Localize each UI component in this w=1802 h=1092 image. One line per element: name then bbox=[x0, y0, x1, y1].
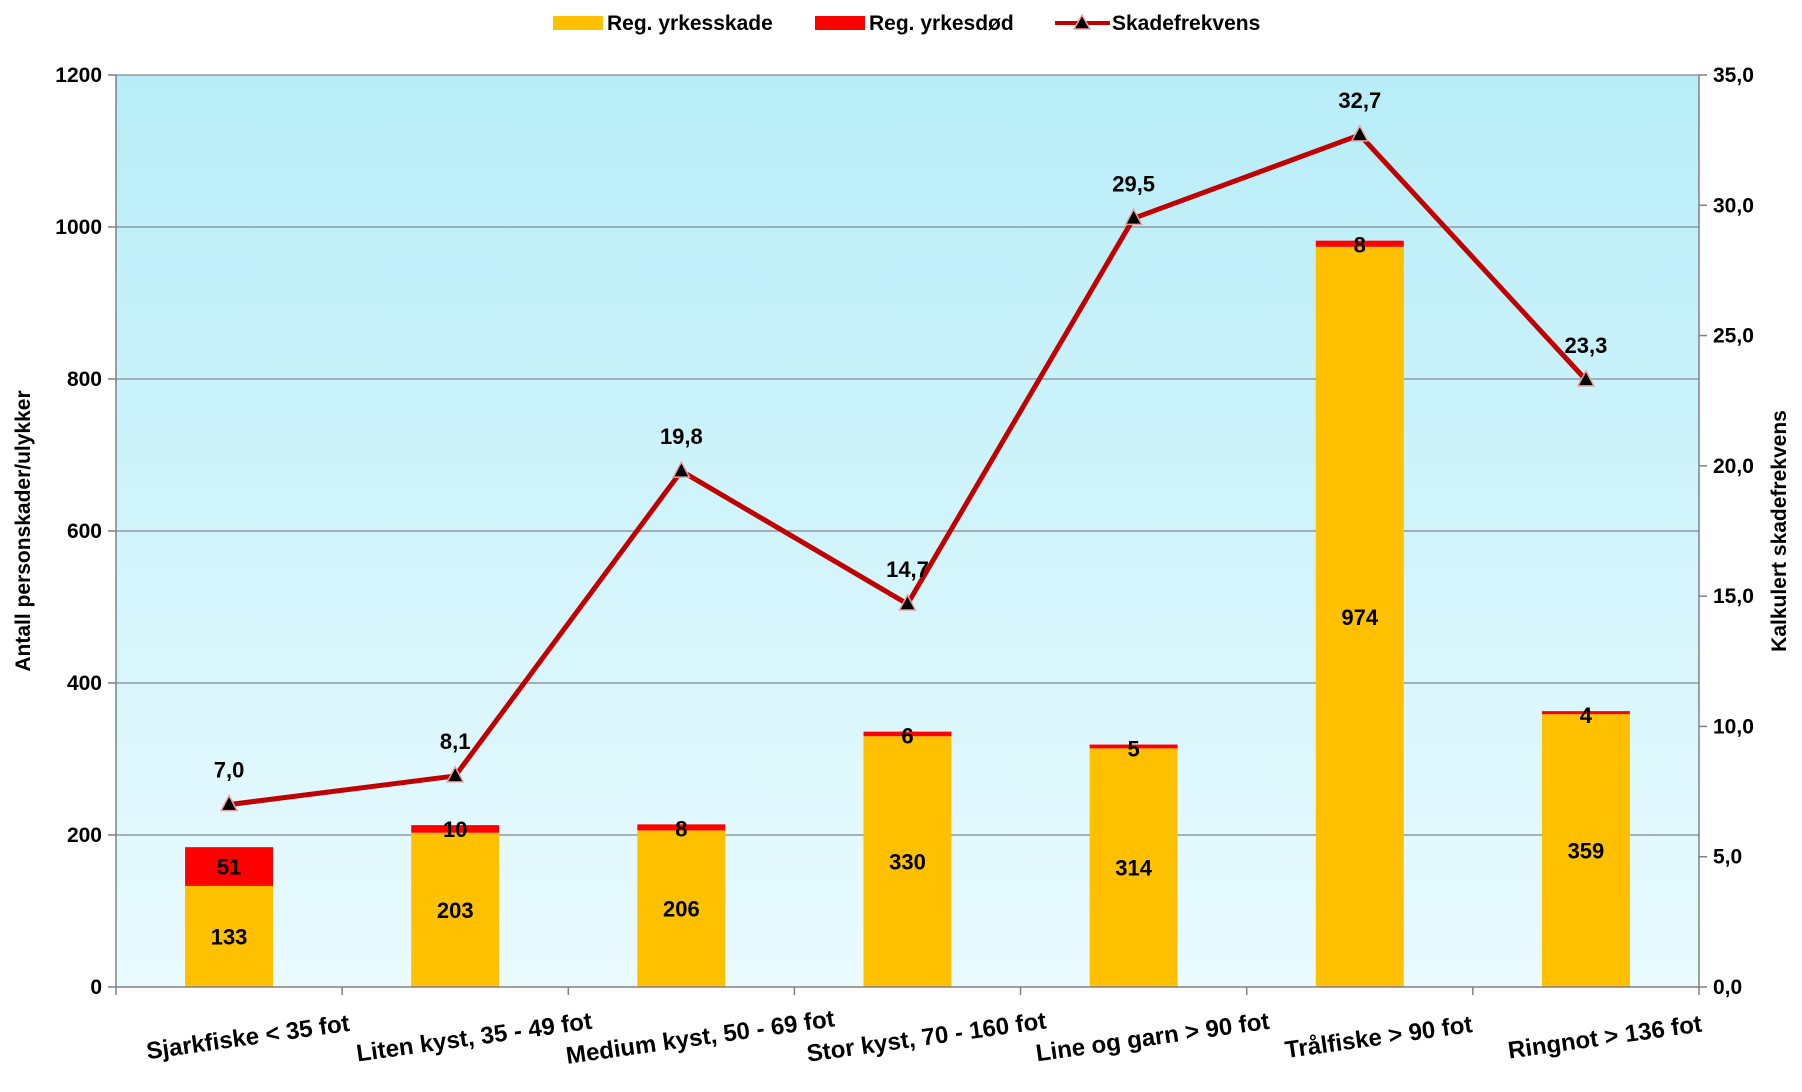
x-tick-label: Line og garn > 90 fot bbox=[1034, 1008, 1271, 1067]
bar-yrkesdod bbox=[637, 824, 726, 831]
y2-tick-label: 35,0 bbox=[1713, 64, 1754, 87]
y2-tick-label: 5,0 bbox=[1713, 846, 1742, 869]
y2-tick-label: 0,0 bbox=[1713, 976, 1742, 999]
marker-skadefrekvens bbox=[898, 593, 917, 611]
legend-label-yrkesskade: Reg. yrkesskade bbox=[607, 12, 773, 35]
legend-label-yrkesdod: Reg. yrkesdød bbox=[869, 12, 1014, 35]
y-tick-label: 0 bbox=[90, 976, 102, 999]
y-tick-label: 200 bbox=[67, 824, 102, 847]
data-label-yrkesskade: 133 bbox=[211, 924, 248, 949]
data-label-yrkesskade: 330 bbox=[889, 850, 926, 875]
legend: Reg. yrkesskade Reg. yrkesdød Skadefrekv… bbox=[553, 12, 1260, 35]
legend-label-skadefrekvens: Skadefrekvens bbox=[1112, 12, 1260, 35]
gridlines bbox=[116, 74, 1699, 836]
bar-yrkesskade bbox=[1541, 714, 1630, 987]
marker-skadefrekvens bbox=[1124, 207, 1143, 226]
y2-axis-title: Kalkulert skadefrekvens bbox=[1768, 410, 1791, 652]
bar-yrkesskade bbox=[637, 830, 726, 987]
bar-yrkesdod bbox=[1089, 744, 1178, 749]
y-tick-label: 1200 bbox=[55, 64, 102, 87]
bar-yrkesskade bbox=[1315, 246, 1404, 987]
legend-swatch-yrkesdod bbox=[815, 16, 865, 30]
x-tick-label: Liten kyst, 35 - 49 fot bbox=[355, 1008, 594, 1068]
data-label-yrkesdod: 10 bbox=[443, 817, 467, 842]
y2-tick-label: 20,0 bbox=[1713, 455, 1754, 478]
y-tick-label: 1000 bbox=[55, 216, 102, 239]
data-label-skadefrekvens: 29,5 bbox=[1112, 171, 1155, 196]
marker-skadefrekvens bbox=[1350, 124, 1370, 142]
axes bbox=[108, 74, 1707, 995]
data-label-yrkesskade: 203 bbox=[437, 898, 474, 923]
data-label-yrkesdod: 4 bbox=[1580, 703, 1593, 728]
data-label-skadefrekvens: 23,3 bbox=[1565, 333, 1608, 358]
data-label-skadefrekvens: 8,1 bbox=[440, 729, 471, 754]
bar-yrkesdod bbox=[1315, 240, 1404, 247]
data-label-skadefrekvens: 14,7 bbox=[886, 557, 929, 582]
bar-yrkesskade bbox=[863, 736, 952, 987]
data-label-yrkesskade: 314 bbox=[1115, 856, 1152, 881]
data-label-yrkesskade: 359 bbox=[1568, 839, 1605, 864]
legend-swatch-yrkesskade bbox=[553, 16, 603, 30]
line-series bbox=[219, 124, 1596, 812]
data-label-yrkesskade: 974 bbox=[1341, 605, 1378, 630]
y2-tick-label: 30,0 bbox=[1713, 194, 1754, 217]
y2-tick-label: 10,0 bbox=[1713, 715, 1754, 738]
data-label-skadefrekvens: 7,0 bbox=[214, 758, 245, 783]
data-label-skadefrekvens: 32,7 bbox=[1338, 88, 1381, 113]
bar-yrkesdod bbox=[185, 847, 274, 886]
data-label-yrkesdod: 8 bbox=[675, 816, 687, 841]
data-labels: 133 51 203 10 206 8 330 6 314 5 974 8 359 4 7,0 8,1 19,8… bbox=[211, 88, 1608, 950]
marker-skadefrekvens bbox=[1576, 369, 1596, 387]
x-tick-label: Ringnot > 136 fot bbox=[1506, 1011, 1703, 1065]
y-axis-title: Antall personskader/ulykker bbox=[12, 390, 35, 671]
data-label-skadefrekvens: 19,8 bbox=[660, 424, 703, 449]
y-tick-label: 400 bbox=[67, 672, 102, 695]
x-tick-label: Trålfiske > 90 fot bbox=[1283, 1011, 1474, 1064]
x-tick-label: Medium kyst, 50 - 69 fot bbox=[564, 1005, 836, 1069]
data-label-yrkesdod: 8 bbox=[1354, 233, 1366, 258]
data-label-yrkesdod: 6 bbox=[901, 724, 913, 749]
marker-skadefrekvens bbox=[672, 460, 691, 478]
bars bbox=[185, 240, 1630, 987]
data-label-yrkesdod: 51 bbox=[217, 855, 241, 880]
y2-tick-label: 15,0 bbox=[1713, 585, 1754, 608]
bar-yrkesdod bbox=[411, 825, 500, 833]
marker-skadefrekvens bbox=[219, 794, 239, 812]
x-tick-label: Sjarkfiske < 35 fot bbox=[145, 1010, 352, 1065]
legend-swatch-skadefrekvens-marker bbox=[1072, 13, 1092, 30]
bar-yrkesskade bbox=[411, 832, 500, 987]
y-tick-label: 800 bbox=[67, 368, 102, 391]
y2-tick-label: 25,0 bbox=[1713, 325, 1754, 348]
bar-yrkesskade bbox=[185, 885, 274, 987]
marker-skadefrekvens bbox=[445, 765, 465, 783]
bar-yrkesdod bbox=[863, 731, 952, 737]
data-label-yrkesdod: 5 bbox=[1128, 737, 1140, 762]
y-tick-label: 600 bbox=[67, 520, 102, 543]
bar-yrkesskade bbox=[1089, 748, 1178, 987]
data-label-yrkesskade: 206 bbox=[663, 897, 700, 922]
bar-yrkesdod bbox=[1541, 711, 1630, 715]
x-tick-label: Stor kyst, 70 - 160 fot bbox=[805, 1007, 1048, 1067]
